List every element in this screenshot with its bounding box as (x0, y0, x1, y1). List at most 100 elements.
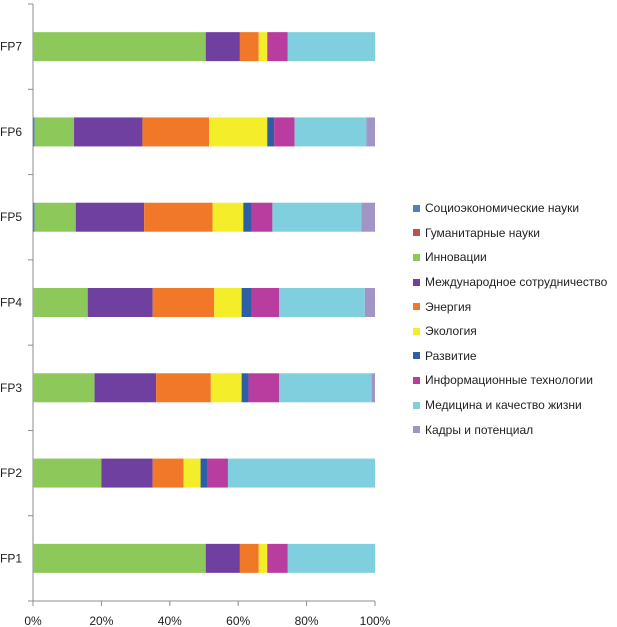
bar-segment (251, 288, 280, 317)
bar-segment (152, 458, 184, 488)
y-category-label: FP7 (0, 40, 22, 54)
bar-segment (33, 117, 35, 147)
bar-segment (87, 288, 153, 317)
legend-swatch (413, 401, 420, 409)
bar-segment (251, 202, 273, 232)
bar-segment (227, 458, 375, 488)
bar-segment (294, 117, 367, 147)
legend-label: Социоэкономические науки (425, 201, 580, 216)
bar-segment (33, 373, 95, 403)
bar-segment (200, 458, 208, 488)
bar-segment (209, 117, 268, 147)
legend-item: Экология (413, 319, 607, 344)
bar-segment (34, 202, 76, 232)
bar-segment (243, 202, 252, 232)
bar-segment (366, 117, 375, 147)
legend-label: Развитие (425, 348, 477, 363)
x-tick-label: 100% (360, 614, 391, 627)
bar-segment (241, 373, 249, 403)
bar-segment (144, 202, 213, 232)
legend: Социоэкономические науки Гуманитарные нау… (413, 196, 607, 442)
y-category-label: FP1 (0, 551, 22, 565)
bar-segment (241, 288, 252, 317)
legend-swatch (413, 327, 420, 335)
bar-segment (183, 458, 201, 488)
legend-item: Энергия (413, 294, 607, 319)
bar-segment (258, 543, 268, 573)
bar-segment (207, 458, 228, 488)
bar-segment (75, 202, 145, 232)
bar-segment (371, 373, 375, 403)
bar-segment (212, 202, 244, 232)
legend-label: Инновации (425, 250, 487, 265)
y-category-label: FP4 (0, 296, 22, 310)
x-tick-label: 60% (226, 614, 250, 627)
x-tick-label: 80% (295, 614, 319, 627)
bar-segment (94, 373, 157, 403)
y-category-label: FP3 (0, 381, 22, 395)
legend-swatch (413, 376, 420, 384)
bar-segment (33, 32, 206, 62)
bar-segment (272, 202, 362, 232)
bar-segment (74, 117, 143, 147)
legend-swatch (413, 352, 420, 360)
bar-segment (267, 543, 288, 573)
bar-segment (33, 458, 102, 488)
y-category-label: FP5 (0, 210, 22, 224)
bar-segment (258, 32, 268, 62)
bar-segment (364, 288, 375, 317)
x-tick-label: 0% (24, 614, 42, 627)
legend-label: Энергия (425, 299, 472, 314)
legend-item: Информационные технологии (413, 368, 607, 393)
legend-item: Медицина и качество жизни (413, 393, 607, 418)
legend-swatch (413, 426, 420, 434)
bar-segment (205, 543, 240, 573)
legend-label: Гуманитарные науки (425, 225, 540, 240)
bar-segment (214, 288, 242, 317)
legend-item: Гуманитарные науки (413, 221, 607, 246)
legend-item: Инновации (413, 245, 607, 270)
bar-segment (34, 117, 75, 147)
legend-label: Информационные технологии (425, 373, 593, 388)
legend-swatch (413, 204, 420, 212)
bar-segment (248, 373, 280, 403)
bar-segment (361, 202, 375, 232)
bar-segment (33, 202, 35, 232)
legend-swatch (413, 278, 420, 286)
legend-item: Кадры и потенциал (413, 417, 607, 442)
legend-swatch (413, 253, 420, 261)
legend-item: Международное сотрудничество (413, 270, 607, 295)
y-category-label: FP6 (0, 125, 22, 139)
bar-segment (205, 32, 240, 62)
legend-label: Экология (425, 324, 477, 339)
bar-segment (101, 458, 153, 488)
bar-segment (239, 543, 259, 573)
bar-segment (279, 373, 372, 403)
legend-label: Кадры и потенциал (425, 422, 534, 437)
legend-item: Развитие (413, 344, 607, 369)
bar-segment (239, 32, 259, 62)
bar-segment (210, 373, 242, 403)
bar-segment (274, 117, 295, 147)
bar-segment (33, 288, 88, 317)
legend-swatch (413, 229, 420, 237)
legend-label: Медицина и качество жизни (425, 398, 582, 413)
y-category-label: FP2 (0, 466, 22, 480)
bar-segment (287, 32, 375, 62)
legend-swatch (413, 303, 420, 311)
legend-item: Социоэкономические науки (413, 196, 607, 221)
bar-segment (267, 32, 288, 62)
bar-segment (287, 543, 375, 573)
bar-segment (142, 117, 210, 147)
labels: 0% 20% 40% 60% 80% 100% FP1 FP2 FP3 FP4 FP5 FP6 FP7 (0, 40, 391, 627)
bars (33, 32, 375, 573)
bar-segment (156, 373, 211, 403)
legend-label: Международное сотрудничество (425, 275, 608, 290)
bar-segment (267, 117, 275, 147)
bar-segment (152, 288, 215, 317)
bar-segment (279, 288, 365, 317)
x-tick-label: 40% (158, 614, 182, 627)
x-tick-label: 20% (89, 614, 113, 627)
bar-segment (33, 543, 206, 573)
